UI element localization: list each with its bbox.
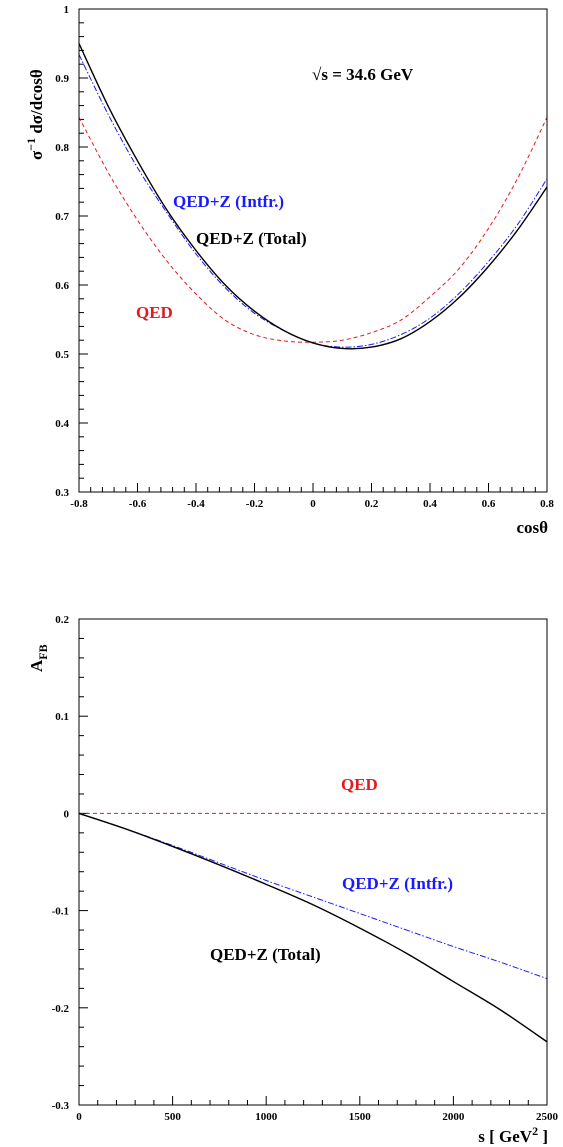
chart2-xtick-label: 0 (76, 1111, 82, 1123)
chart1-xtick-label: -0.8 (70, 498, 88, 510)
chart1-label-qed: QED (136, 303, 173, 322)
forward-backward-asymmetry-chart: 0 500 1000 1500 2000 2500-0.3-0.2-0.100.10.2 … (27, 614, 559, 1146)
angular-distribution-chart: -0.8 -0.6 -0.4 -0.2 0 0.2 0.4 0.6 0.8 0.3 0.4 0.5 0.… (24, 4, 554, 537)
chart1-energy-annotation: √s = 34.6 GeV (312, 65, 414, 84)
chart2-ytick-label: -0.3 (52, 1100, 70, 1112)
chart2-ytick-label: -0.1 (52, 906, 69, 918)
chart1-ticks: -0.8 -0.6 -0.4 -0.2 0 0.2 0.4 0.6 0.8 0.3 0.4 0.5 0.… (55, 4, 554, 510)
chart1-ytick-label: 1 (64, 4, 70, 16)
chart2-frame (78, 618, 548, 1106)
chart2-ytick-label: 0 (64, 808, 70, 820)
chart1-xtick-label: -0.2 (246, 498, 264, 510)
chart2-xlabel: s [ GeV2 ] (478, 1124, 548, 1146)
chart1-label-total: QED+Z (Total) (196, 229, 307, 248)
chart2-series-line-qed-z-total (78, 812, 548, 1043)
chart2-xtick-label: 2500 (536, 1111, 559, 1123)
chart1-ytick-label: 0.7 (55, 211, 69, 223)
chart1-xtick-label: 0.8 (540, 498, 554, 510)
chart1-series (78, 43, 548, 350)
chart2-xtick-label: 1000 (255, 1111, 278, 1123)
chart1-label-intfr: QED+Z (Intfr.) (173, 192, 284, 211)
chart1-frame (78, 8, 548, 493)
chart1-series-line-qed-z-total (78, 43, 548, 350)
chart1-ylabel: σ−1 dσ/dcosθ (24, 69, 46, 160)
chart2-label-total: QED+Z (Total) (210, 945, 321, 964)
chart1-ytick-label: 0.8 (55, 142, 69, 154)
chart1-xtick-label: 0.4 (423, 498, 437, 510)
chart1-xtick-label: 0 (310, 498, 316, 510)
chart1-xtick-label: -0.4 (187, 498, 205, 510)
chart1-ytick-label: 0.5 (55, 349, 69, 361)
chart2-xtick-label: 2000 (442, 1111, 465, 1123)
chart2-xtick-label: 500 (164, 1111, 181, 1123)
chart1-ytick-label: 0.6 (55, 280, 69, 292)
chart2-label-intfr: QED+Z (Intfr.) (342, 874, 453, 893)
chart2-label-qed: QED (341, 775, 378, 794)
chart1-ytick-label: 0.9 (55, 73, 69, 85)
chart1-xlabel: cosθ (516, 518, 548, 537)
chart1-xtick-label: 0.2 (365, 498, 379, 510)
chart1-xtick-label: 0.6 (482, 498, 496, 510)
chart1-ytick-label: 0.3 (55, 487, 69, 499)
chart2-series (78, 812, 548, 1043)
chart2-ytick-label: 0.2 (55, 614, 69, 626)
chart2-ytick-label: -0.2 (52, 1003, 70, 1015)
chart1-ytick-label: 0.4 (55, 418, 69, 430)
chart2-ytick-label: 0.1 (55, 711, 69, 723)
chart1-xtick-label: -0.6 (129, 498, 147, 510)
chart2-ticks: 0 500 1000 1500 2000 2500 -0.3 -0.2 -0.1 0 0.1 0.2 (52, 614, 559, 1123)
chart2-ylabel: AFB (27, 644, 50, 672)
chart2-xtick-label: 1500 (349, 1111, 372, 1123)
